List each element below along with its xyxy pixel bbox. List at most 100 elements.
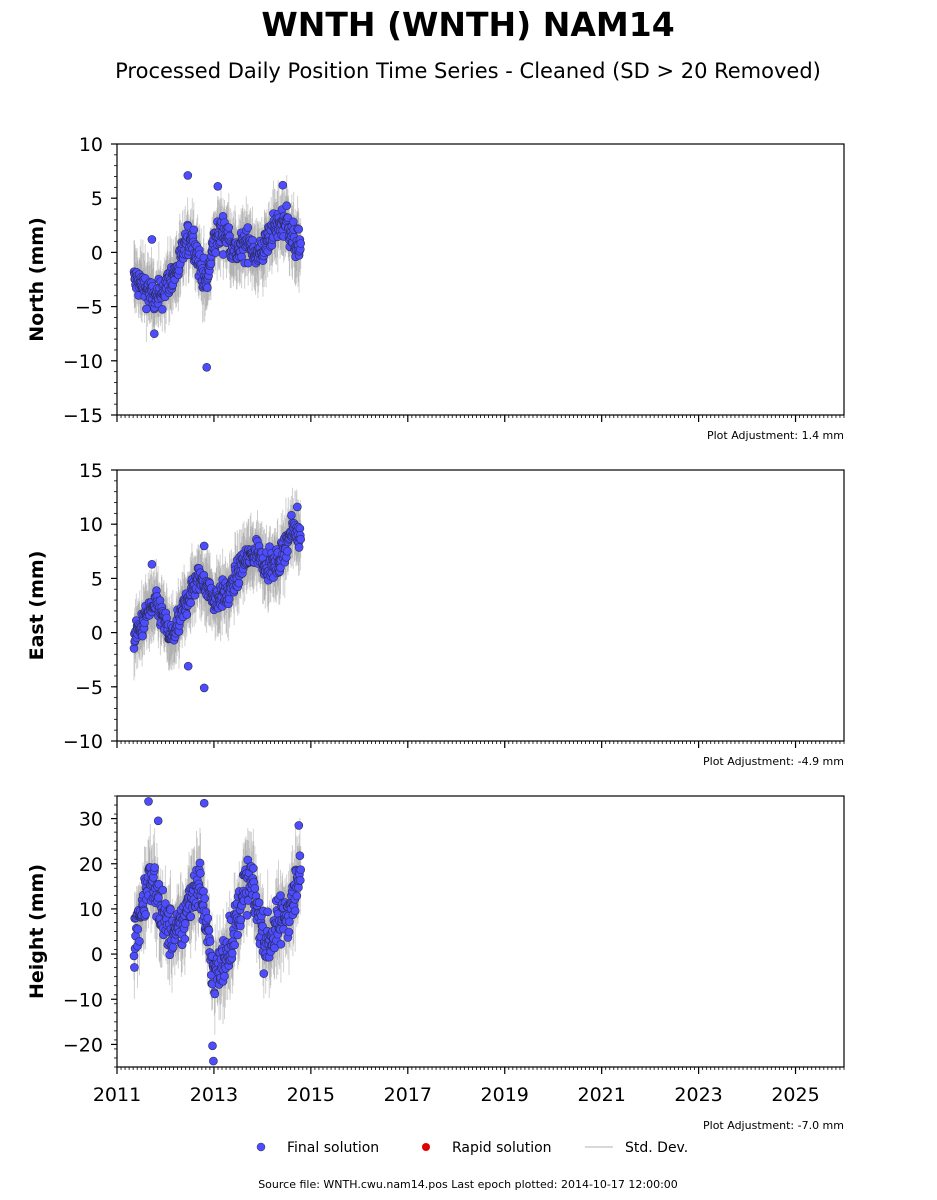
data-point (154, 893, 163, 903)
data-point (147, 235, 157, 244)
data-point (199, 683, 209, 693)
y-tick-label: −15 (63, 405, 103, 427)
data-point (210, 989, 220, 999)
data-point (294, 224, 304, 234)
chart-title: WNTH (WNTH) NAM14 (261, 5, 674, 44)
north-panel: 10 5 0 −5 −10 −15 North (mm) Plot Adjustment:… (26, 134, 845, 442)
data-point (292, 891, 302, 901)
height-panel: 30 20 10 0 −10 −20 Height (mm) Plot Adjustmen… (26, 795, 845, 1132)
x-tick-label: 2013 (190, 1084, 238, 1106)
data-point (259, 969, 269, 978)
east-adjustment: Plot Adjustment: -4.9 mm (703, 755, 844, 768)
data-point (147, 559, 157, 569)
data-point (133, 924, 143, 934)
east-ylabel: East (mm) (26, 551, 48, 661)
y-tick-label: 5 (91, 568, 103, 590)
data-point (243, 896, 253, 905)
data-point (200, 894, 209, 903)
height-ylabel: Height (mm) (26, 864, 48, 999)
north-adjustment: Plot Adjustment: 1.4 mm (707, 429, 844, 442)
north-axes: 10 5 0 −5 −10 −15 (63, 134, 845, 427)
data-point (233, 930, 242, 940)
data-point (211, 248, 220, 257)
legend-final-marker (256, 1142, 266, 1152)
data-point (236, 915, 246, 925)
data-point (292, 502, 302, 512)
data-point (282, 201, 292, 210)
data-point (195, 858, 205, 868)
data-point (138, 631, 147, 641)
height-adjustment: Plot Adjustment: -7.0 mm (703, 1119, 844, 1132)
data-point (150, 863, 159, 872)
data-point (276, 939, 286, 949)
y-tick-label: −5 (75, 297, 103, 319)
data-point (180, 934, 190, 944)
data-point (290, 906, 300, 916)
data-point (181, 919, 190, 929)
x-tick-label: 2019 (481, 1084, 529, 1106)
data-point (287, 510, 296, 520)
data-point (295, 875, 305, 885)
x-tick-label: 2021 (577, 1084, 625, 1106)
north-plot-frame (116, 143, 845, 416)
y-tick-label: −5 (75, 677, 103, 699)
data-point (228, 948, 237, 958)
legend-rapid-marker (422, 1143, 430, 1151)
y-tick-label: 5 (91, 188, 103, 210)
y-tick-label: 15 (79, 460, 103, 482)
data-point (199, 798, 209, 808)
y-tick-label: −10 (63, 989, 103, 1011)
data-point (249, 863, 258, 873)
data-point (203, 283, 212, 293)
data-point (263, 907, 273, 917)
y-tick-label: 10 (79, 134, 103, 156)
data-point (208, 1041, 217, 1051)
data-point (205, 937, 215, 946)
data-point (295, 851, 305, 861)
data-point (254, 898, 264, 908)
x-tick-label: 2017 (384, 1084, 432, 1106)
data-point (203, 913, 213, 923)
data-point (213, 182, 223, 191)
data-point (296, 865, 306, 875)
data-point (276, 891, 285, 900)
legend-stddev-label: Std. Dev. (625, 1140, 688, 1156)
x-tick-label: 2025 (771, 1084, 819, 1106)
data-point (186, 598, 195, 608)
data-point (183, 661, 193, 671)
data-point (129, 951, 139, 961)
data-point (294, 543, 304, 552)
data-point (202, 362, 211, 372)
y-tick-label: −10 (63, 351, 103, 373)
source-note: Source file: WNTH.cwu.nam14.pos Last epo… (258, 1178, 678, 1191)
data-point (285, 917, 294, 927)
x-tick-label: 2015 (287, 1084, 335, 1106)
data-point (242, 910, 252, 920)
y-tick-label: 10 (79, 514, 103, 536)
y-tick-label: 30 (79, 809, 103, 831)
data-point (196, 868, 205, 878)
data-point (278, 180, 288, 190)
y-tick-label: 20 (79, 854, 103, 876)
height-points (129, 797, 306, 1066)
chart-subtitle: Processed Daily Position Time Series - C… (115, 59, 821, 83)
y-tick-label: −20 (63, 1034, 103, 1056)
east-axes: 15 10 5 0 −5 −10 (63, 460, 845, 753)
data-point (224, 594, 234, 604)
legend-final-label: Final solution (287, 1140, 379, 1156)
data-point (141, 910, 150, 919)
x-tick-label: 2023 (674, 1084, 722, 1106)
data-point (158, 885, 167, 895)
north-ylabel: North (mm) (26, 217, 48, 342)
data-point (296, 534, 306, 544)
data-point (154, 879, 164, 889)
data-point (182, 610, 192, 619)
x-tick-label: 2011 (93, 1084, 141, 1106)
data-point (230, 940, 239, 950)
data-point (204, 925, 214, 935)
data-point (283, 546, 292, 556)
data-point (186, 912, 195, 921)
data-point (135, 936, 144, 946)
data-point (243, 223, 253, 232)
y-tick-label: 0 (91, 623, 103, 645)
